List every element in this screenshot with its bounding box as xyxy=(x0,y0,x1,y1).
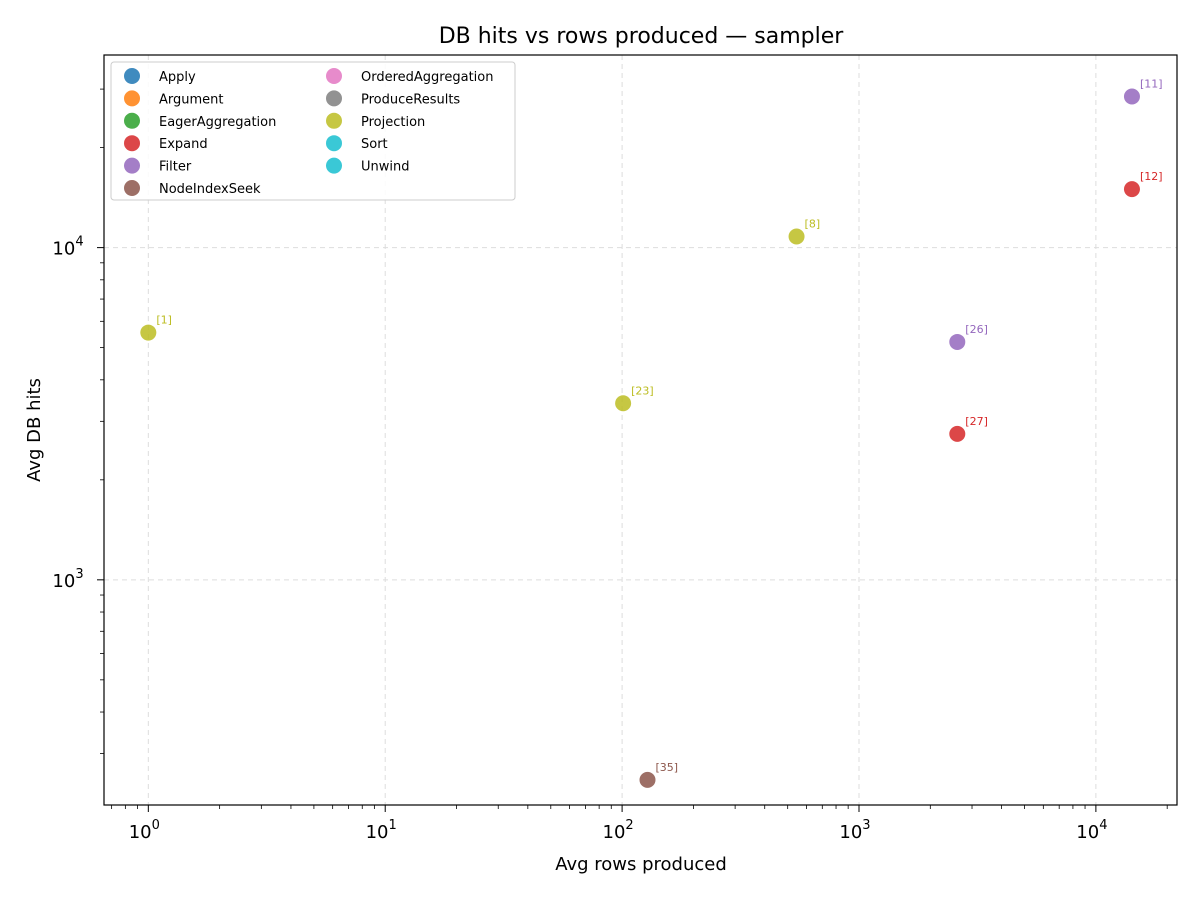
data-point-label: [8] xyxy=(805,218,821,231)
legend-label: Argument xyxy=(159,92,224,107)
data-point-label: [1] xyxy=(156,314,172,327)
y-tick-exponent: 4 xyxy=(75,235,83,250)
legend: Apply Argument EagerAggregation Expand Filte… xyxy=(110,61,516,201)
data-point-label: [35] xyxy=(655,761,678,774)
x-tick-exponent: 1 xyxy=(389,818,397,833)
data-point xyxy=(1123,88,1140,105)
legend-marker xyxy=(326,135,342,152)
x-tick-label: 104 xyxy=(1076,818,1107,843)
grid xyxy=(104,55,1177,805)
chart-title: DB hits vs rows produced — sampler xyxy=(439,24,845,49)
y-tick-label: 104 xyxy=(52,235,83,260)
legend-label: Unwind xyxy=(361,160,410,175)
y-tick-exponent: 3 xyxy=(75,567,83,582)
data-point-label: [23] xyxy=(631,384,654,397)
y-tick-base: 10 xyxy=(52,239,75,260)
x-tick-exponent: 4 xyxy=(1099,818,1107,833)
data-points: [12] [27] [11] [26] [35] [1] [8] [23] xyxy=(140,78,1163,788)
data-point xyxy=(140,324,157,341)
data-point xyxy=(1123,181,1140,198)
x-tick-exponent: 3 xyxy=(862,818,870,833)
x-tick-base: 10 xyxy=(839,822,862,843)
legend-label: Filter xyxy=(159,160,192,175)
y-tick-base: 10 xyxy=(52,571,75,592)
y-axis-label: Avg DB hits xyxy=(24,378,45,482)
legend-label: EagerAggregation xyxy=(159,115,276,130)
data-point xyxy=(788,228,805,245)
legend-label: Apply xyxy=(159,70,196,85)
legend-marker xyxy=(124,90,140,107)
data-point xyxy=(949,333,966,350)
legend-label: Sort xyxy=(361,137,388,152)
legend-label: Projection xyxy=(361,115,425,130)
legend-marker xyxy=(326,157,342,174)
plot-frame xyxy=(103,54,1178,806)
legend-label: NodeIndexSeek xyxy=(159,182,261,197)
legend-label: ProduceResults xyxy=(361,92,460,107)
data-point xyxy=(949,425,966,442)
legend-marker xyxy=(124,112,140,129)
legend-label: OrderedAggregation xyxy=(361,70,493,85)
legend-marker xyxy=(124,135,140,152)
x-tick-exponent: 2 xyxy=(625,818,633,833)
x-tick-base: 10 xyxy=(129,822,152,843)
data-point xyxy=(615,395,632,412)
x-tick-base: 10 xyxy=(603,822,626,843)
x-tick-label: 103 xyxy=(839,818,870,843)
x-axis-label: Avg rows produced xyxy=(555,854,727,875)
data-point-label: [26] xyxy=(965,323,988,336)
legend-marker xyxy=(124,68,140,84)
legend-marker xyxy=(326,90,342,107)
legend-marker xyxy=(124,180,140,196)
legend-marker xyxy=(326,68,342,84)
x-tick-label: 101 xyxy=(366,818,397,843)
legend-label: Expand xyxy=(159,137,208,152)
data-point xyxy=(639,771,656,788)
legend-box xyxy=(110,61,516,201)
data-point-label: [27] xyxy=(965,415,988,428)
data-point-label: [12] xyxy=(1140,170,1163,183)
x-tick-label: 102 xyxy=(603,818,634,843)
x-tick-exponent: 0 xyxy=(152,818,160,833)
legend-marker xyxy=(326,112,342,129)
y-tick-label: 103 xyxy=(52,567,83,592)
x-tick-base: 10 xyxy=(366,822,389,843)
x-tick-label: 100 xyxy=(129,818,160,843)
data-point-label: [11] xyxy=(1140,78,1163,91)
x-tick-base: 10 xyxy=(1076,822,1099,843)
legend-marker xyxy=(124,157,140,174)
